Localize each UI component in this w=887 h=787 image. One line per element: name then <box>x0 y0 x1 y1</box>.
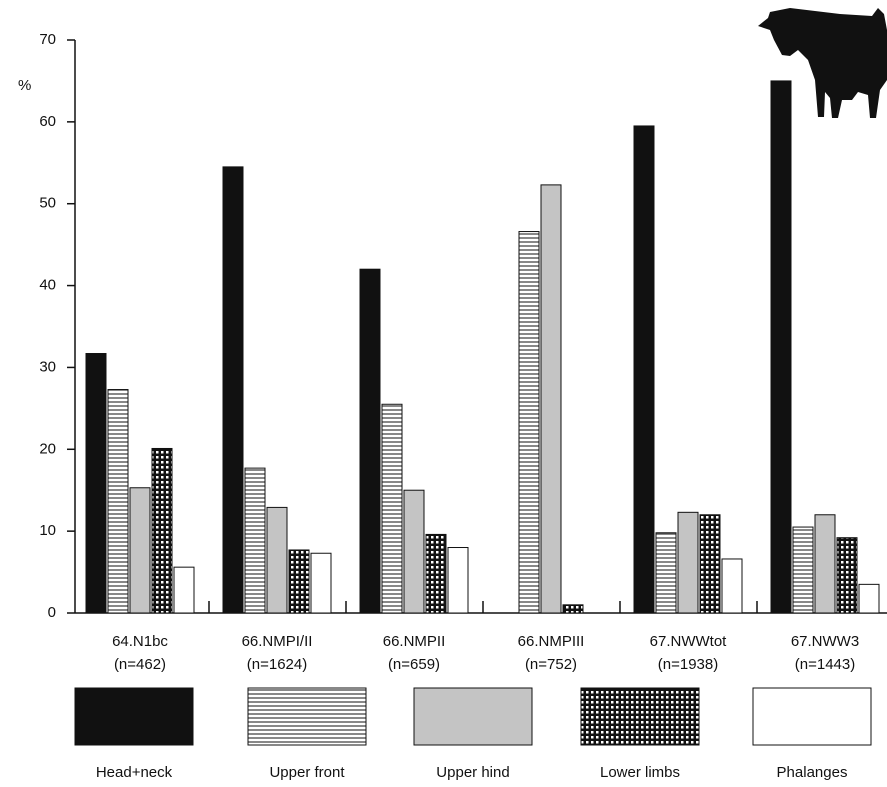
bar <box>540 184 562 614</box>
legend-label: Upper hind <box>436 764 509 781</box>
bar <box>244 467 266 614</box>
bar <box>814 514 836 614</box>
bar <box>403 489 425 614</box>
legend-label: Upper front <box>269 764 345 781</box>
y-tick-label: 70 <box>39 31 56 48</box>
bar <box>222 166 244 614</box>
bar <box>151 447 173 614</box>
bar <box>173 566 195 614</box>
legend-swatch <box>580 687 700 746</box>
bar <box>655 532 677 614</box>
y-tick-label: 60 <box>39 113 56 130</box>
bar <box>699 514 721 614</box>
x-tick-label: 64.N1bc <box>112 633 168 650</box>
y-tick-label: 40 <box>39 277 56 294</box>
x-tick-label: 66.NMPII <box>383 633 446 650</box>
bar <box>310 552 332 614</box>
bar <box>288 549 310 614</box>
x-tick-label: 66.NMPI/II <box>242 633 313 650</box>
bar <box>447 547 469 614</box>
bar <box>107 389 129 614</box>
x-tick-label: 66.NMPIII <box>518 633 585 650</box>
legend-label: Lower limbs <box>600 764 680 781</box>
bar <box>770 80 792 614</box>
x-tick-sublabel: (n=462) <box>114 656 166 673</box>
legend-swatch <box>413 687 533 746</box>
y-tick-label: 20 <box>39 440 56 457</box>
x-tick-label: 67.NWW3 <box>791 633 859 650</box>
y-tick-label: 30 <box>39 358 56 375</box>
bar <box>518 231 540 614</box>
legend-swatch <box>752 687 872 746</box>
legend-swatch <box>247 687 367 746</box>
x-tick-sublabel: (n=1624) <box>247 656 307 673</box>
bar <box>836 537 858 614</box>
x-tick-sublabel: (n=1443) <box>795 656 855 673</box>
y-tick-label: 50 <box>39 195 56 212</box>
x-tick-sublabel: (n=1938) <box>658 656 718 673</box>
y-tick-label: 10 <box>39 522 56 539</box>
bar <box>85 353 107 614</box>
bar <box>129 487 151 614</box>
x-tick-label: 67.NWWtot <box>650 633 728 650</box>
bar <box>677 511 699 614</box>
bar <box>633 125 655 614</box>
legend-label: Head+neck <box>96 764 173 781</box>
bar <box>425 533 447 614</box>
bar <box>381 403 403 614</box>
bar <box>792 526 814 614</box>
y-tick-label: 0 <box>48 604 56 621</box>
bar <box>359 268 381 614</box>
bar <box>266 506 288 614</box>
bar <box>858 583 880 614</box>
x-tick-sublabel: (n=752) <box>525 656 577 673</box>
bar <box>562 604 584 614</box>
x-tick-sublabel: (n=659) <box>388 656 440 673</box>
legend-label: Phalanges <box>777 764 848 781</box>
bar <box>721 558 743 614</box>
cow-icon <box>758 8 887 118</box>
legend-swatch <box>74 687 194 746</box>
y-axis-label: % <box>18 77 31 94</box>
